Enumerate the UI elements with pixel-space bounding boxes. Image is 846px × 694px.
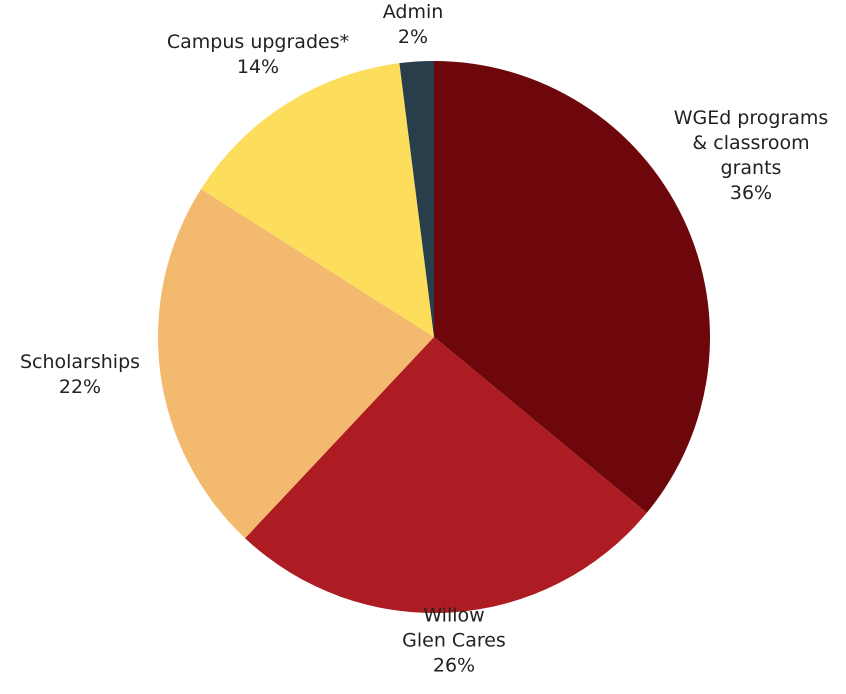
slice-label-3: Campus upgrades* 14% (167, 31, 349, 78)
pie-slice-2 (157, 189, 434, 539)
pie-slice-0 (434, 61, 710, 513)
slice-label-4: Admin 2% (383, 1, 444, 48)
slice-name-line: WGEd programs (674, 107, 829, 129)
slice-label-2: Scholarships 22% (20, 351, 140, 398)
pie-slice-3 (200, 63, 434, 338)
slice-name-line: Glen Cares (402, 630, 506, 652)
pie-slice-4 (399, 61, 434, 337)
slice-name-line: Admin (383, 1, 444, 23)
slice-name-line: & classroom (692, 132, 809, 154)
slices-layer (157, 61, 710, 614)
slice-value-label: 36% (730, 182, 772, 204)
slice-label-0: WGEd programs & classroom grants 36% (674, 107, 829, 204)
slice-value-label: 2% (398, 26, 428, 48)
slice-value-label: 22% (59, 376, 101, 398)
pie-slice-1 (245, 337, 647, 614)
slice-value-label: 14% (237, 56, 279, 78)
slice-name-line: Scholarships (20, 351, 140, 373)
labels-layer: WGEd programs & classroom grants 36% Willow G… (20, 1, 828, 677)
slice-value-label: 26% (433, 655, 475, 677)
slice-name-line: Campus upgrades* (167, 31, 349, 53)
slice-name-line: grants (721, 157, 782, 179)
slice-label-1: Willow Glen Cares 26% (402, 605, 506, 677)
slice-name-line: Willow (423, 605, 484, 627)
